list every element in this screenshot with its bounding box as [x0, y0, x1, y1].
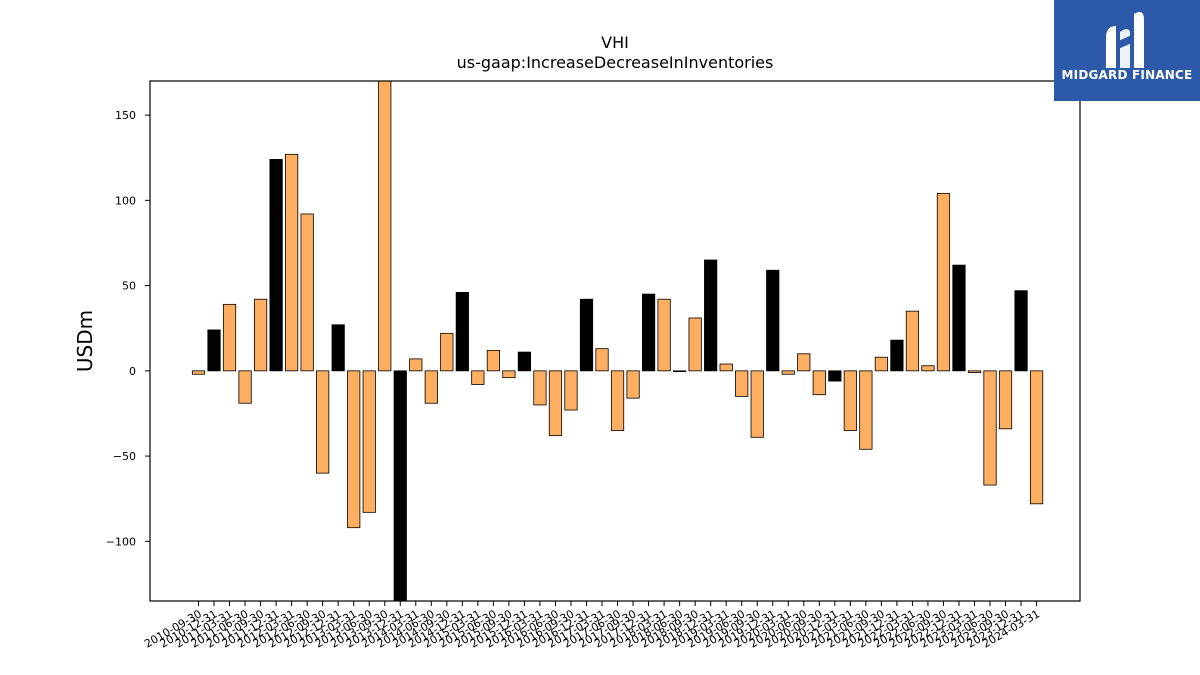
bar-2012-03-31: [285, 153, 299, 372]
bar-2021-06-30: [859, 370, 873, 450]
bar-2010-12-31: [207, 329, 221, 372]
bar-2017-09-30: [626, 370, 640, 399]
logo-text: MIDGARD FINANCE: [1061, 68, 1193, 82]
bar-2018-03-31: [657, 298, 671, 372]
bar-2018-12-31: [704, 259, 718, 372]
bar-2020-12-31: [828, 370, 842, 382]
bar-2011-09-30: [253, 298, 268, 372]
bar-2011-12-31: [269, 159, 283, 372]
bar-2024-03-31: [1029, 370, 1044, 505]
bar-2011-03-31: [222, 303, 237, 372]
bar-2019-12-31: [766, 269, 780, 372]
bar-2017-06-30: [610, 370, 625, 431]
bar-2011-06-30: [238, 370, 252, 404]
bar-2022-06-30: [921, 365, 935, 372]
bar-2013-12-31: [393, 370, 407, 602]
bar-2014-06-30: [424, 370, 438, 404]
bar-2013-03-31: [347, 370, 361, 529]
bar-2021-12-31: [890, 339, 904, 372]
bar-2013-06-30: [362, 370, 376, 513]
bar-2020-03-31: [781, 370, 795, 375]
bar-2022-12-31: [952, 264, 966, 372]
bar-2016-03-31: [533, 370, 547, 406]
y-tick-label: −50: [113, 450, 136, 463]
bar-2017-03-31: [595, 348, 609, 372]
bar-2021-09-30: [874, 356, 888, 372]
chart-subtitle: us-gaap:IncreaseDecreaseInInventories: [457, 53, 774, 72]
y-tick-label: 50: [122, 280, 136, 293]
bar-2019-03-31: [719, 363, 733, 372]
y-tick-label: −100: [106, 535, 136, 548]
y-tick-label: 0: [129, 365, 136, 378]
bar-2016-12-31: [579, 298, 594, 372]
bar-2015-06-30: [486, 349, 500, 372]
bar-2023-12-31: [1014, 290, 1028, 372]
x-axis: 2010-09-302010-12-312011-03-312011-06-30…: [142, 601, 1042, 651]
bar-2018-09-30: [688, 317, 702, 372]
bar-2018-06-30: [673, 370, 687, 373]
bar-2012-12-31: [331, 324, 345, 372]
midgard-logo-icon: [1106, 12, 1144, 68]
bar-2015-12-31: [517, 351, 532, 372]
bar-2013-09-30: [378, 80, 392, 372]
bar-2019-09-30: [750, 370, 764, 438]
bar-2010-09-30: [191, 370, 206, 375]
bar-2014-12-31: [455, 292, 469, 372]
bar-2015-09-30: [502, 370, 516, 379]
bar-2022-03-31: [905, 310, 920, 372]
chart-title: VHI: [601, 33, 629, 52]
y-axis-label: USDm: [73, 310, 97, 372]
y-tick-label: 100: [115, 194, 136, 207]
bar-2020-06-30: [797, 353, 811, 372]
bar-2023-06-30: [983, 370, 997, 486]
bar-2015-03-31: [471, 370, 485, 385]
bar-2012-06-30: [300, 213, 314, 372]
bar-2014-03-31: [409, 358, 423, 372]
y-tick-label: 150: [115, 109, 136, 122]
bar-2014-09-30: [440, 332, 454, 372]
plot-frame: [149, 80, 1081, 602]
bar-2017-12-31: [641, 293, 656, 372]
bar-2020-09-30: [812, 370, 826, 396]
bar-series: [191, 80, 1044, 602]
bar-2019-06-30: [735, 370, 749, 397]
bar-2012-09-30: [316, 370, 330, 474]
bar-2022-09-30: [936, 193, 951, 372]
bar-2021-03-31: [843, 370, 857, 431]
midgard-finance-logo: MIDGARD FINANCE: [1054, 0, 1200, 101]
y-axis: −100 −50 0 50 100 150: [106, 109, 150, 548]
bar-2023-03-31: [967, 370, 982, 373]
bar-2016-06-30: [548, 370, 563, 437]
bar-2016-09-30: [564, 370, 578, 411]
bar-2023-09-30: [998, 370, 1013, 430]
